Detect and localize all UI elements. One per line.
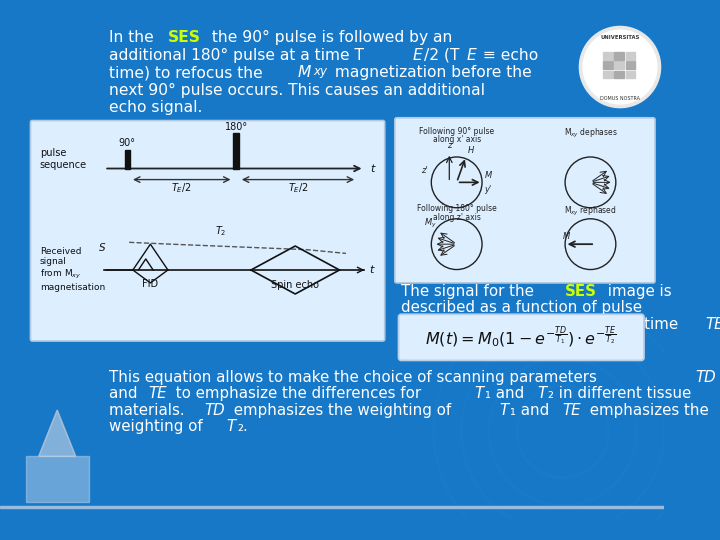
Bar [614, 62, 624, 69]
Text: magnetization before the: magnetization before the [330, 65, 532, 80]
Bar [626, 71, 635, 78]
Text: z: z [447, 141, 451, 150]
Text: materials.: materials. [109, 403, 189, 418]
Bar [0, 506, 665, 508]
Bar [614, 52, 624, 59]
Text: /2 (T: /2 (T [424, 48, 459, 63]
Text: and: and [109, 386, 142, 401]
Bar [603, 52, 613, 59]
Bar [125, 150, 130, 168]
Text: along z' axis: along z' axis [433, 213, 481, 222]
Text: TE: TE [562, 403, 581, 418]
Text: Following 180° pulse: Following 180° pulse [417, 205, 497, 213]
Text: next 90° pulse occurs. This causes an additional: next 90° pulse occurs. This causes an ad… [109, 83, 485, 98]
Text: TE: TE [705, 317, 720, 332]
Circle shape [580, 26, 660, 107]
Text: echo signal.: echo signal. [109, 100, 202, 115]
Text: along x' axis: along x' axis [433, 136, 481, 144]
Text: ₁ and: ₁ and [485, 386, 529, 401]
Text: $T_E$/2: $T_E$/2 [171, 181, 192, 195]
Polygon shape [39, 410, 76, 456]
Bar [603, 71, 613, 78]
Text: The signal for the: The signal for the [401, 284, 539, 299]
Text: TD: TD [540, 317, 561, 332]
FancyBboxPatch shape [399, 314, 644, 360]
Text: SES: SES [168, 30, 201, 45]
Bar [614, 71, 624, 78]
Text: S: S [99, 244, 105, 253]
Text: 180°: 180° [225, 122, 248, 132]
Text: T: T [500, 403, 508, 418]
Text: H: H [468, 146, 474, 154]
FancyBboxPatch shape [30, 120, 384, 341]
Text: image is: image is [603, 284, 672, 299]
Text: t: t [369, 265, 374, 275]
Text: ₂.: ₂. [237, 420, 248, 435]
Text: weighting of: weighting of [109, 420, 207, 435]
Text: time) to refocus the: time) to refocus the [109, 65, 268, 80]
Bar [26, 456, 89, 503]
Text: pulse
sequence: pulse sequence [40, 148, 87, 170]
Text: TD: TD [696, 370, 716, 384]
Circle shape [583, 30, 657, 104]
Text: $M(t) = M_0(1 - e^{-\frac{TD}{T_1}}) \cdot e^{-\frac{TE}{T_2}}$: $M(t) = M_0(1 - e^{-\frac{TD}{T_1}}) \cd… [426, 325, 617, 350]
Text: M$_y$: M$_y$ [424, 217, 437, 230]
Text: M$_{xy}$ rephased: M$_{xy}$ rephased [564, 205, 617, 218]
Text: Received
signal
from M$_{xy}$
magnetisation: Received signal from M$_{xy}$ magnetisat… [40, 247, 105, 292]
Text: M$_{xy}$ dephases: M$_{xy}$ dephases [564, 127, 617, 140]
Text: T: T [226, 420, 235, 435]
FancyBboxPatch shape [395, 118, 655, 283]
Text: TE: TE [148, 386, 167, 401]
Text: described as a function of pulse: described as a function of pulse [401, 300, 642, 315]
Text: DOMUS NOSTRA: DOMUS NOSTRA [600, 96, 640, 101]
Text: the 90° pulse is followed by an: the 90° pulse is followed by an [207, 30, 453, 45]
Text: xy: xy [314, 65, 328, 78]
Text: M: M [563, 232, 570, 241]
Text: ≡ echo: ≡ echo [478, 48, 538, 63]
Text: T: T [537, 386, 546, 401]
Bar [603, 62, 613, 69]
Bar [233, 133, 239, 168]
Text: M: M [297, 65, 311, 80]
Bar [626, 62, 635, 69]
Text: $T_2$: $T_2$ [215, 224, 227, 238]
Text: ₂ in different tissue: ₂ in different tissue [548, 386, 691, 401]
Text: repetition time: repetition time [401, 317, 518, 332]
Text: and echo time: and echo time [564, 317, 683, 332]
Text: to emphasize the differences for: to emphasize the differences for [171, 386, 426, 401]
Text: E: E [467, 48, 476, 63]
Text: FID: FID [143, 279, 158, 288]
Text: Spin echo: Spin echo [271, 280, 319, 291]
Text: Following 90° pulse: Following 90° pulse [419, 127, 494, 136]
Text: t: t [370, 164, 374, 173]
Text: additional 180° pulse at a time T: additional 180° pulse at a time T [109, 48, 364, 63]
Text: SES: SES [565, 284, 597, 299]
Text: M: M [485, 171, 492, 180]
Text: $T_E$/2: $T_E$/2 [288, 181, 308, 195]
Text: ₁ and: ₁ and [510, 403, 554, 418]
Text: emphasizes the: emphasizes the [585, 403, 708, 418]
Text: z': z' [420, 166, 427, 175]
Text: y': y' [485, 185, 492, 193]
Text: 90°: 90° [119, 138, 136, 148]
Text: UNIVERSITAS: UNIVERSITAS [600, 35, 639, 40]
Bar [626, 52, 635, 59]
Text: T: T [474, 386, 483, 401]
Text: emphasizes the weighting of: emphasizes the weighting of [229, 403, 456, 418]
Text: TD: TD [204, 403, 225, 418]
Text: This equation allows to make the choice of scanning parameters: This equation allows to make the choice … [109, 370, 601, 384]
Text: E: E [413, 48, 422, 63]
Text: In the: In the [109, 30, 158, 45]
